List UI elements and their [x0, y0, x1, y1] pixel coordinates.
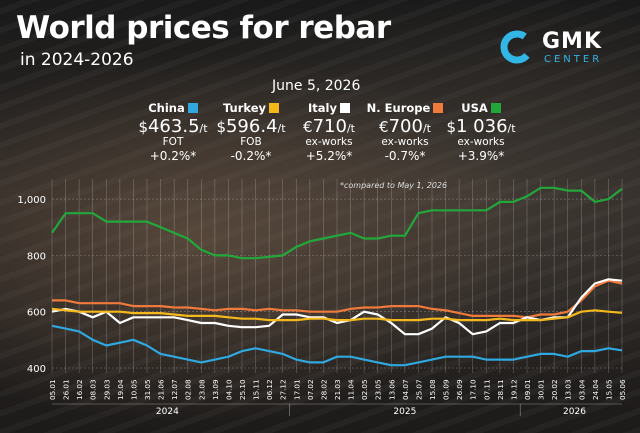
x-tick-label: 05.01 — [48, 379, 57, 400]
x-tick-label: 02.05 — [360, 379, 369, 400]
x-tick-label: 04.07 — [401, 379, 410, 400]
market-price: $596.4/t — [216, 116, 286, 137]
market-name: N. Europe — [362, 102, 448, 115]
legend-swatch — [433, 103, 444, 113]
x-tick-label: 11.04 — [347, 379, 356, 400]
x-tick-label: 29.03 — [102, 379, 111, 400]
x-tick-label: 17.01 — [292, 379, 301, 400]
x-tick-label: 28.02 — [319, 379, 328, 400]
x-tick-label: 16.02 — [75, 379, 84, 400]
x-tick-label: 08.03 — [89, 379, 98, 400]
market-2: Italy €710/t ex-works +5.2%* — [286, 102, 372, 163]
series-line-turkey — [51, 307, 623, 322]
x-tick-label: 28.11 — [496, 379, 505, 400]
x-tick-label: 10.05 — [129, 379, 138, 400]
legend-swatch — [187, 103, 198, 113]
year-label: 2024 — [156, 407, 179, 417]
x-tick-label: 27.12 — [279, 379, 288, 400]
market-basis: ex-works — [457, 136, 505, 148]
market-basis: ex-works — [381, 136, 429, 148]
market-change: -0.7%* — [384, 149, 426, 163]
page-title: World prices for rebar — [16, 10, 391, 46]
x-tick-label: 13.09 — [211, 379, 220, 400]
y-tick-label: 1,000 — [17, 195, 46, 206]
legend-swatch — [490, 103, 501, 113]
year-label: 2026 — [563, 407, 586, 417]
y-tick-label: 800 — [27, 251, 46, 262]
legend-swatch — [269, 103, 280, 113]
x-tick-label: 19.04 — [116, 379, 125, 400]
x-tick-label: 24.04 — [591, 379, 600, 400]
x-tick-label: 17.10 — [469, 379, 478, 400]
legend-swatch — [339, 103, 350, 113]
market-basis: FOT — [162, 136, 184, 148]
market-1: Turkey $596.4/t FOB -0.2%* — [208, 102, 294, 163]
x-tick-label: 06.12 — [265, 379, 274, 400]
x-tick-label: 23.08 — [197, 379, 206, 400]
x-tick-label: 20.02 — [550, 379, 559, 400]
x-tick-label: 03.04 — [577, 379, 586, 400]
x-tick-label: 23.05 — [374, 379, 383, 400]
market-3: N. Europe €700/t ex-works -0.7%* — [362, 102, 448, 163]
x-tick-label: 15.08 — [428, 379, 437, 400]
y-tick-label: 400 — [27, 364, 46, 375]
market-change: +0.2%* — [149, 149, 197, 163]
logo-text: GMK — [542, 29, 602, 54]
market-price: $463.5/t — [138, 116, 208, 137]
market-name: Italy — [286, 102, 372, 115]
x-tick-label: 21.06 — [157, 379, 166, 400]
x-tick-label: 19.12 — [509, 379, 518, 400]
market-basis: ex-works — [305, 136, 353, 148]
market-name: China — [130, 102, 216, 115]
market-change: +3.9%* — [457, 149, 505, 163]
series-line-usa — [51, 186, 623, 260]
x-tick-label: 31.05 — [143, 379, 152, 400]
series-line-china — [51, 324, 623, 367]
logo-ring-icon — [500, 30, 534, 64]
x-tick-label: 07.11 — [482, 379, 491, 400]
x-tick-label: 25.10 — [238, 379, 247, 400]
x-tick-label: 05.09 — [442, 379, 451, 400]
x-tick-label: 04.10 — [224, 379, 233, 400]
year-label: 2025 — [393, 407, 416, 417]
market-change: -0.2%* — [230, 149, 272, 163]
x-tick-label: 07.02 — [306, 379, 315, 400]
page-subtitle: in 2024-2026 — [20, 50, 134, 70]
market-price: €700/t — [379, 116, 431, 137]
market-basis: FOB — [240, 136, 262, 148]
x-tick-label: 25.07 — [414, 379, 423, 400]
market-4: USA $1 036/t ex-works +3.9%* — [438, 102, 524, 163]
market-0: China $463.5/t FOT +0.2%* — [130, 102, 216, 163]
y-tick-label: 600 — [27, 308, 46, 319]
x-tick-label: 15.05 — [604, 379, 613, 400]
market-price: €710/t — [303, 116, 355, 137]
market-change: +5.2%* — [305, 149, 353, 163]
x-tick-label: 13.03 — [564, 379, 573, 400]
x-tick-label: 26.09 — [455, 379, 464, 400]
logo-subtext: CENTER — [544, 54, 603, 65]
x-tick-label: 12.07 — [170, 379, 179, 400]
x-tick-label: 05.06 — [618, 379, 627, 400]
x-tick-label: 02.08 — [184, 379, 193, 400]
market-price: $1 036/t — [446, 116, 516, 137]
x-tick-label: 26.01 — [62, 379, 71, 400]
market-name: Turkey — [208, 102, 294, 115]
x-tick-label: 13.06 — [387, 379, 396, 400]
report-date: June 5, 2026 — [272, 78, 361, 94]
x-tick-label: 21.03 — [333, 379, 342, 400]
comparison-note: *compared to May 1, 2026 — [340, 181, 448, 190]
gmk-center-logo: GMK CENTER — [500, 28, 630, 68]
series-line-italy — [51, 278, 623, 336]
x-tick-label: 09.01 — [523, 379, 532, 400]
market-name: USA — [438, 102, 524, 115]
x-tick-label: 15.11 — [252, 379, 261, 400]
x-tick-label: 30.01 — [537, 379, 546, 400]
